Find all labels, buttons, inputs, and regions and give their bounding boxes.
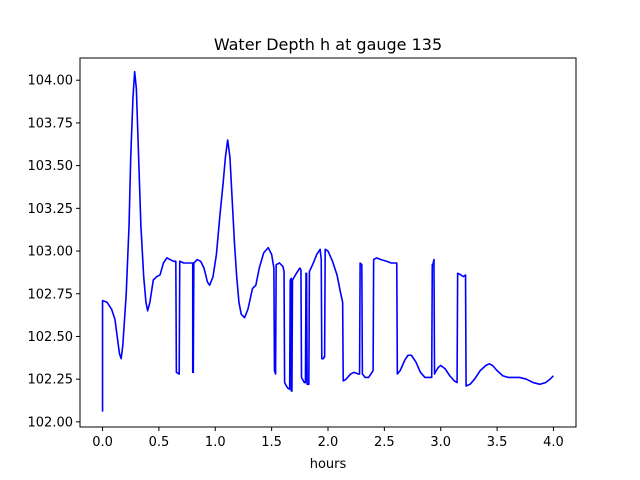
x-tick-label: 2.0	[318, 435, 339, 450]
y-tick-label: 102.00	[28, 415, 74, 430]
x-tick-label: 0.0	[92, 435, 113, 450]
y-axis: 102.00 102.25 102.50 102.75 103.00 103.25 103.…	[28, 74, 80, 430]
y-tick-label: 103.25	[28, 202, 74, 217]
x-tick-label: 2.5	[374, 435, 395, 450]
x-tick-label: 4.0	[543, 435, 564, 450]
x-tick-label: 3.0	[430, 435, 451, 450]
x-tick-label: 1.5	[261, 435, 282, 450]
y-tick-label: 102.75	[28, 287, 74, 302]
series-line-0	[101, 70, 555, 412]
x-tick-label: 3.5	[487, 435, 508, 450]
y-tick-label: 103.50	[28, 159, 74, 174]
y-tick-label: 103.75	[28, 116, 74, 131]
y-tick-label: 104.00	[28, 74, 74, 89]
chart-title: Water Depth h at gauge 135	[214, 35, 442, 54]
plot-area	[101, 70, 555, 412]
x-axis-label: hours	[310, 457, 347, 472]
y-tick-label: 102.25	[28, 373, 74, 388]
x-tick-label: 0.5	[149, 435, 170, 450]
x-axis: 0.0 0.5 1.0 1.5 2.0 2.5 3.0 3.5 4.0	[92, 427, 564, 450]
plot-frame	[79, 57, 577, 428]
y-tick-label: 103.00	[28, 245, 74, 260]
y-tick-label: 102.50	[28, 330, 74, 345]
x-tick-label: 1.0	[205, 435, 226, 450]
